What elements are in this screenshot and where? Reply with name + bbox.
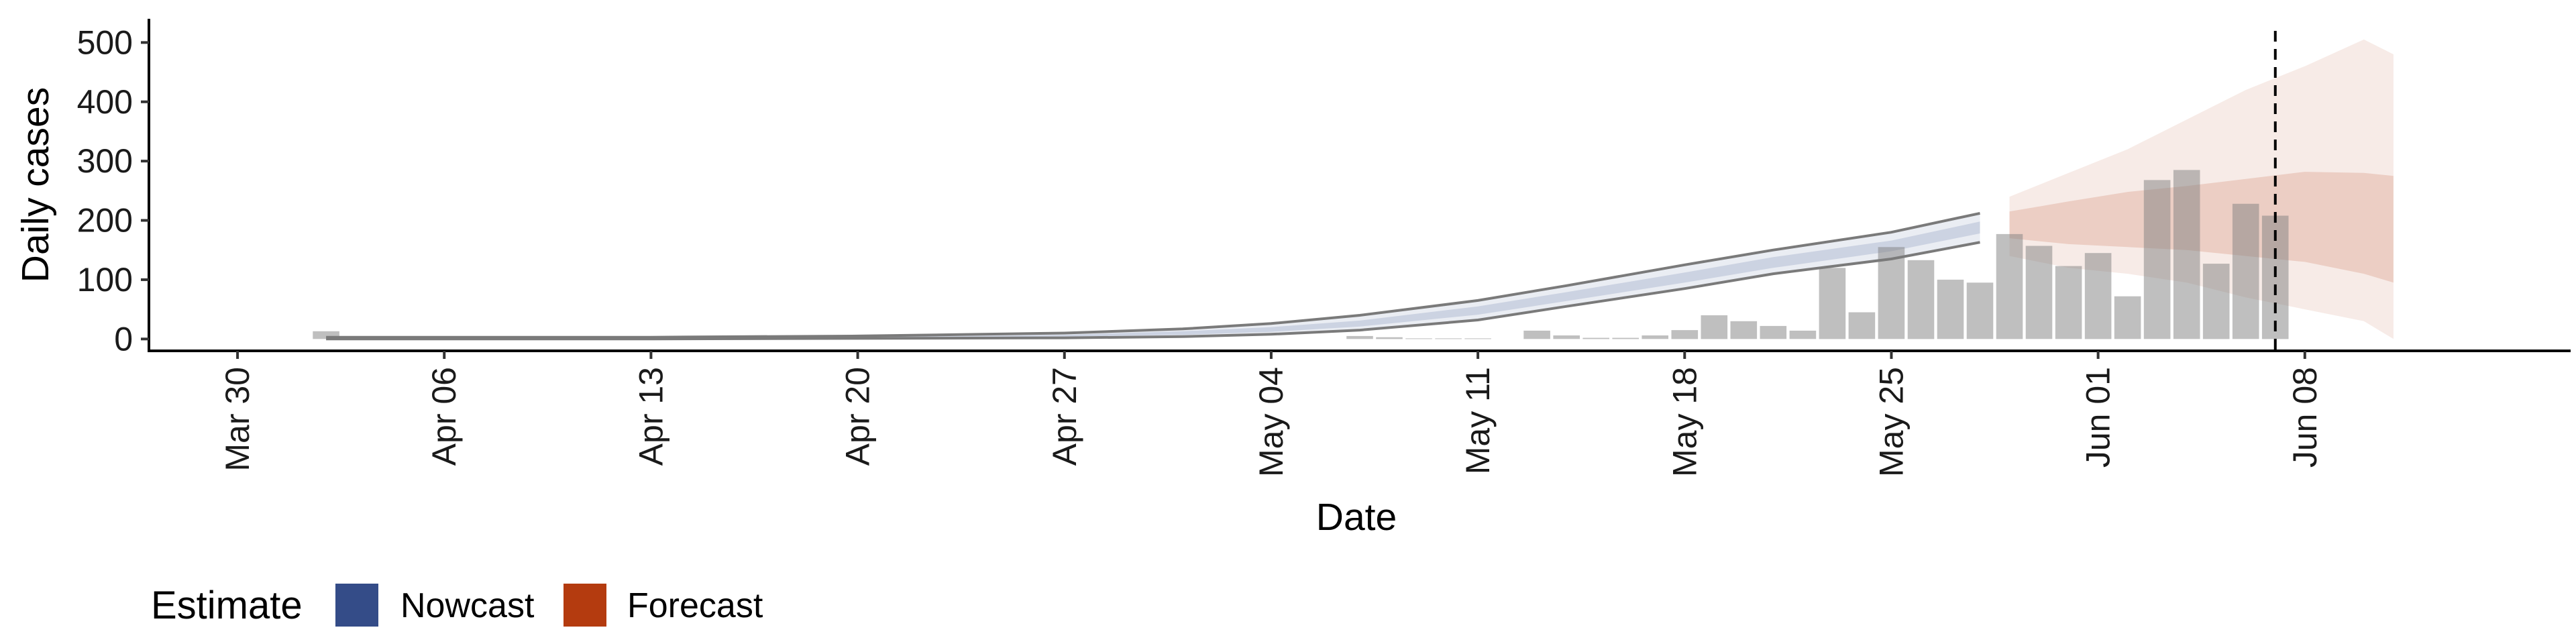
case-bar xyxy=(313,331,339,339)
x-tick-label: Apr 06 xyxy=(425,367,463,466)
x-axis-ticks: Mar 30 Apr 06 Apr 13 Apr 20 Apr 27 May 04 May … xyxy=(219,351,2324,477)
nowcast-lower-line xyxy=(326,241,1980,341)
legend-swatch-nowcast xyxy=(335,584,378,627)
x-tick-label: May 11 xyxy=(1459,367,1497,474)
case-bar xyxy=(1642,335,1668,339)
case-bar xyxy=(2055,266,2082,339)
case-bar xyxy=(2143,180,2171,339)
case-bar xyxy=(1671,330,1699,339)
case-bar xyxy=(1405,338,1432,339)
y-tick-label: 400 xyxy=(77,83,133,121)
x-tick-label: May 04 xyxy=(1252,367,1290,477)
x-tick-label: Jun 08 xyxy=(2286,367,2324,468)
case-bar xyxy=(1435,338,1462,339)
interval-bands xyxy=(326,39,2394,339)
case-bar xyxy=(1464,338,1491,339)
case-bar xyxy=(1553,335,1580,339)
x-tick-label: Apr 20 xyxy=(839,367,877,466)
case-bar xyxy=(1907,260,1935,339)
x-tick-label: Mar 30 xyxy=(219,367,256,472)
case-bar xyxy=(1937,279,1964,339)
case-bar xyxy=(2084,253,2112,339)
x-tick-label: May 25 xyxy=(1872,367,1910,477)
case-bar xyxy=(1701,315,1728,339)
legend-swatch-forecast xyxy=(564,584,606,627)
y-tick-label: 200 xyxy=(77,202,133,239)
observed-cases-bars xyxy=(313,170,2289,339)
case-bar xyxy=(2173,170,2200,339)
case-bar xyxy=(1346,335,1373,339)
y-tick-label: 500 xyxy=(77,23,133,61)
case-bar xyxy=(1612,337,1639,339)
case-bar xyxy=(1582,337,1609,339)
case-bar xyxy=(1848,312,1876,339)
case-bar xyxy=(1966,282,1994,339)
case-bar xyxy=(1730,321,1758,339)
legend: Estimate Nowcast Forecast xyxy=(151,584,763,627)
case-bar xyxy=(1523,330,1550,339)
y-axis-ticks: 0 100 200 300 400 500 xyxy=(77,23,149,358)
case-bar xyxy=(2232,203,2259,339)
legend-title: Estimate xyxy=(151,584,303,627)
nowcast-band-50 xyxy=(326,221,1980,339)
y-axis-title: Daily cases xyxy=(14,87,57,282)
case-bar xyxy=(2202,264,2230,339)
case-bar xyxy=(1760,325,1787,339)
y-tick-label: 100 xyxy=(77,261,133,299)
case-bar xyxy=(2025,246,2053,339)
legend-label-nowcast: Nowcast xyxy=(400,586,535,625)
case-bar xyxy=(2114,296,2141,339)
x-tick-label: May 18 xyxy=(1666,367,1703,477)
forecast-band-50 xyxy=(2009,172,2394,283)
x-axis-title: Date xyxy=(1316,496,1397,539)
nowcast-band-90 xyxy=(326,213,1980,339)
x-tick-label: Apr 13 xyxy=(632,367,669,466)
case-bar xyxy=(1878,247,1905,339)
case-bar xyxy=(1996,233,2023,339)
nowcast-upper-line xyxy=(326,211,1980,339)
y-tick-label: 300 xyxy=(77,142,133,180)
nowcast-outlines xyxy=(326,211,1980,341)
case-bar xyxy=(1819,268,1846,339)
x-tick-label: Apr 27 xyxy=(1046,367,1083,466)
case-bar xyxy=(1376,337,1403,339)
y-tick-label: 0 xyxy=(114,320,133,358)
legend-label-forecast: Forecast xyxy=(627,586,763,625)
case-bar xyxy=(1789,330,1817,339)
x-tick-label: Jun 01 xyxy=(2080,367,2117,468)
